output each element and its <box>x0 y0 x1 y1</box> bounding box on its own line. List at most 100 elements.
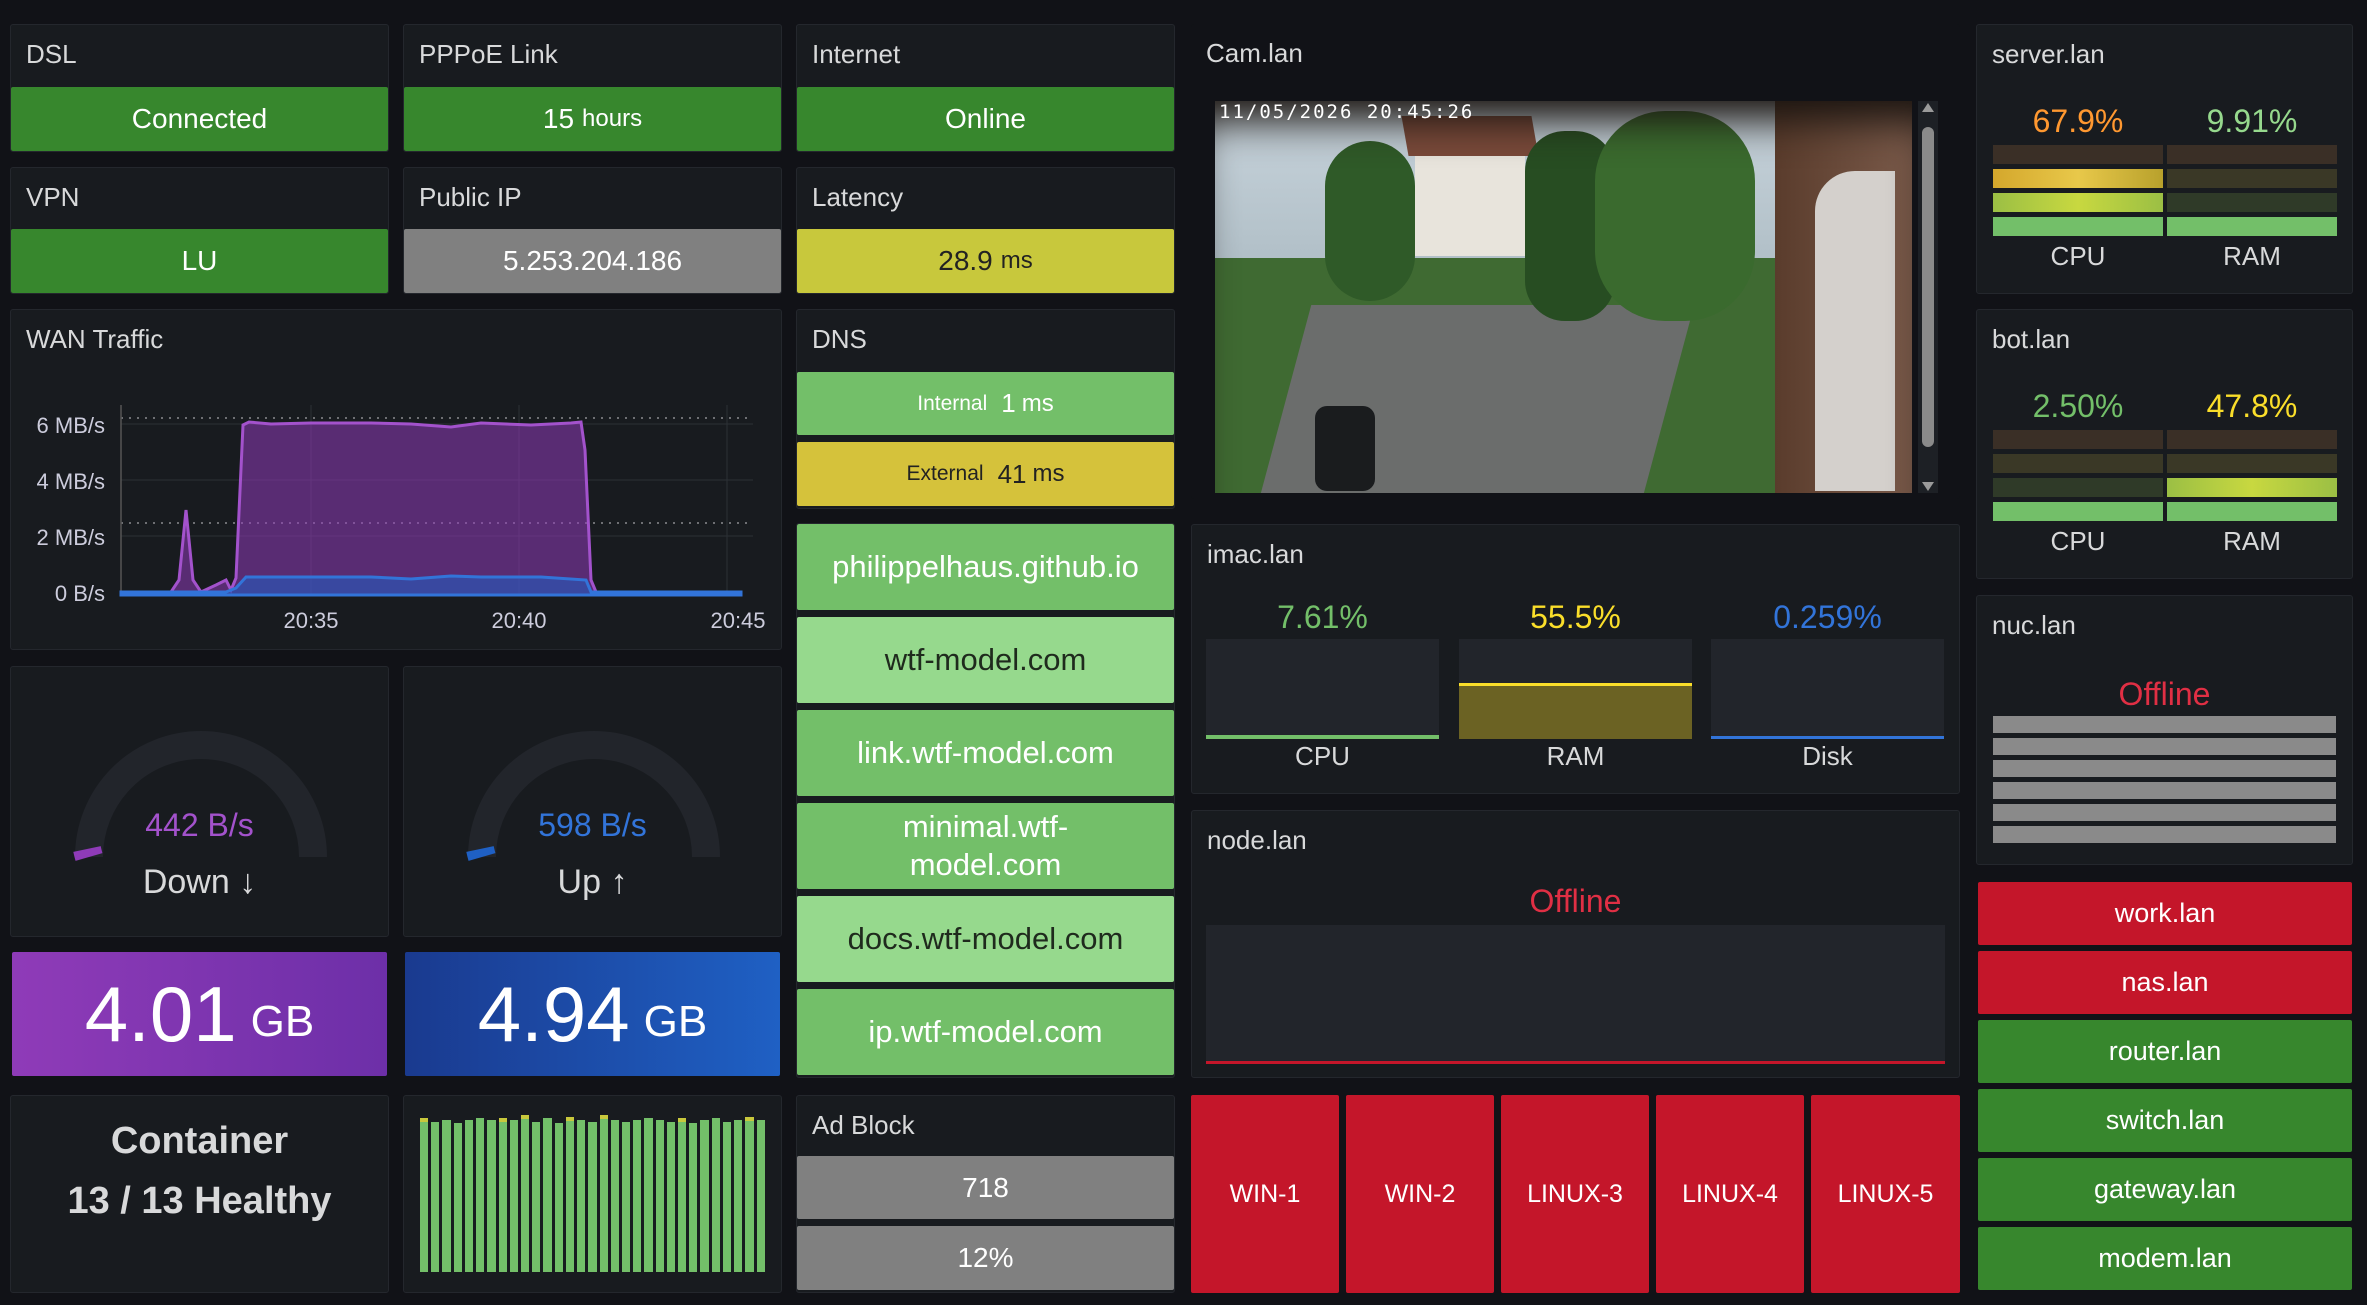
host-tile[interactable]: switch.lan <box>1978 1089 2352 1152</box>
dns-internal-value: 1 <box>1001 388 1016 418</box>
panel-title: PPPoE Link <box>419 39 558 69</box>
host-tile[interactable]: router.lan <box>1978 1020 2352 1083</box>
imac-ram-fill <box>1459 683 1692 739</box>
panel-title: nuc.lan <box>1992 610 2076 640</box>
down-gauge-fill <box>73 845 103 861</box>
site-tile[interactable]: wtf-model.com <box>797 617 1174 703</box>
server-cpu-label: CPU <box>2050 241 2106 271</box>
pppoe-panel: PPPoE Link 15 hours <box>403 24 782 152</box>
up-total: 4.94 GB <box>405 952 780 1076</box>
history-bar <box>756 1120 765 1272</box>
site-tile[interactable]: ip.wtf-model.com <box>797 989 1174 1075</box>
dns-external-label: External <box>906 462 984 485</box>
bot-panel: bot.lan 2.50% 47.8% CPU RAM <box>1976 309 2353 579</box>
down-label: Down ↓ <box>142 863 257 901</box>
pppoe-value: 15 <box>542 103 575 134</box>
adblock-panel: Ad Block 718 12% <box>796 1095 1175 1293</box>
imac-disk-pct: 0.259% <box>1773 599 1882 635</box>
up-gauge-fill <box>466 845 496 861</box>
panel-title: VPN <box>26 182 80 212</box>
imac-cpu-pct: 7.61% <box>1277 599 1368 635</box>
host-tile[interactable]: work.lan <box>1978 882 2352 945</box>
history-bar <box>655 1120 664 1272</box>
host-tile[interactable]: modem.lan <box>1978 1227 2352 1290</box>
vm-tile[interactable]: LINUX-3 <box>1501 1095 1649 1293</box>
up-gauge-panel: 598 B/s Up ↑ <box>403 666 782 937</box>
dsl-status: Connected <box>11 87 388 151</box>
site-tile[interactable]: docs.wtf-model.com <box>797 896 1174 982</box>
history-bar <box>464 1120 474 1272</box>
latency-value: 28.9 <box>938 245 993 276</box>
up-label: Up ↑ <box>557 863 628 901</box>
imac-cpu-label: CPU <box>1295 741 1350 771</box>
panel-title: Cam.lan <box>1206 38 1303 68</box>
imac-ram-pct: 55.5% <box>1530 599 1621 635</box>
bot-cpu-gauge <box>1993 430 2163 521</box>
dns-internal-label: Internal <box>917 391 988 415</box>
server-ram-gauge <box>2167 145 2337 236</box>
internet-status: Online <box>797 87 1174 151</box>
container-title: Container <box>110 1120 289 1162</box>
y-tick: 0 B/s <box>55 581 105 606</box>
history-bar <box>577 1120 586 1272</box>
panel-title: imac.lan <box>1207 539 1304 569</box>
dns-external-unit: ms <box>1032 460 1065 487</box>
camera-timestamp: 11/05/2026 20:45:26 <box>1219 101 1475 123</box>
site-tile[interactable]: link.wtf-model.com <box>797 710 1174 796</box>
host-tile[interactable]: nas.lan <box>1978 951 2352 1014</box>
pppoe-value-box: 15 hours <box>404 87 781 151</box>
down-gauge <box>73 731 327 861</box>
history-bar <box>689 1123 698 1272</box>
vm-tile[interactable]: LINUX-5 <box>1811 1095 1960 1293</box>
vpn-status: LU <box>11 229 388 293</box>
history-bar <box>644 1118 653 1272</box>
panel-title: DNS <box>812 324 867 354</box>
host-tile[interactable]: gateway.lan <box>1978 1158 2352 1221</box>
up-series <box>119 574 743 597</box>
down-total: 4.01 GB <box>12 952 387 1076</box>
site-tile[interactable]: philippelhaus.github.io <box>797 524 1174 610</box>
bot-cpu-pct: 2.50% <box>2032 388 2124 424</box>
y-tick: 6 MB/s <box>37 413 105 438</box>
imac-ram-label: RAM <box>1546 741 1605 771</box>
history-bar <box>543 1118 552 1272</box>
history-bar <box>722 1121 732 1272</box>
dns-panel: DNS Internal 1 ms External 41 ms <box>796 309 1175 509</box>
adblock-percent: 12% <box>797 1226 1174 1290</box>
history-bar <box>476 1118 485 1272</box>
vm-tile[interactable]: WIN-1 <box>1191 1095 1339 1293</box>
server-ram-pct: 9.91% <box>2206 103 2298 139</box>
vm-tile[interactable]: WIN-2 <box>1346 1095 1494 1293</box>
sites-panel: philippelhaus.github.io wtf-model.com li… <box>796 523 1175 1078</box>
y-tick: 2 MB/s <box>37 525 105 550</box>
bot-cpu-label: CPU <box>2050 526 2106 556</box>
imac-ram-bar <box>1459 639 1692 739</box>
vm-tile[interactable]: LINUX-4 <box>1656 1095 1804 1293</box>
imac-disk-label: Disk <box>1802 741 1853 771</box>
cam-panel: Cam.lan 11/05/2026 20:45:26 <box>1191 24 1960 499</box>
server-panel: server.lan 67.9% 9.91% CPU RAM <box>1976 24 2353 294</box>
x-tick: 20:35 <box>283 608 338 633</box>
panel-title: Ad Block <box>812 1110 915 1140</box>
history-bar <box>621 1121 631 1272</box>
server-ram-label: RAM <box>2223 241 2281 271</box>
vpn-panel: VPN LU <box>10 167 389 294</box>
down-total-value: 4.01 <box>84 969 237 1058</box>
panel-title: bot.lan <box>1992 324 2071 354</box>
nuc-status: Offline <box>2118 676 2211 712</box>
down-total-unit: GB <box>250 997 315 1046</box>
server-cpu-pct: 67.9% <box>2032 103 2124 139</box>
container-health: 13 / 13 Healthy <box>67 1180 332 1222</box>
panel-title: server.lan <box>1992 39 2105 69</box>
history-bar <box>431 1121 440 1272</box>
bot-ram-label: RAM <box>2223 526 2281 556</box>
site-tile[interactable]: minimal.wtf-model.com <box>797 803 1174 889</box>
nuc-panel: nuc.lan Offline <box>1976 595 2353 865</box>
history-bar <box>588 1121 597 1272</box>
camera-scrollbar[interactable] <box>1918 101 1938 493</box>
wan-traffic-chart: 6 MB/s 4 MB/s 2 MB/s 0 B/s 20:35 20:40 2… <box>37 405 766 633</box>
history-bar <box>678 1118 687 1272</box>
imac-cpu-bar <box>1206 639 1439 739</box>
up-gauge <box>466 731 720 861</box>
bot-ram-pct: 47.8% <box>2206 388 2298 424</box>
